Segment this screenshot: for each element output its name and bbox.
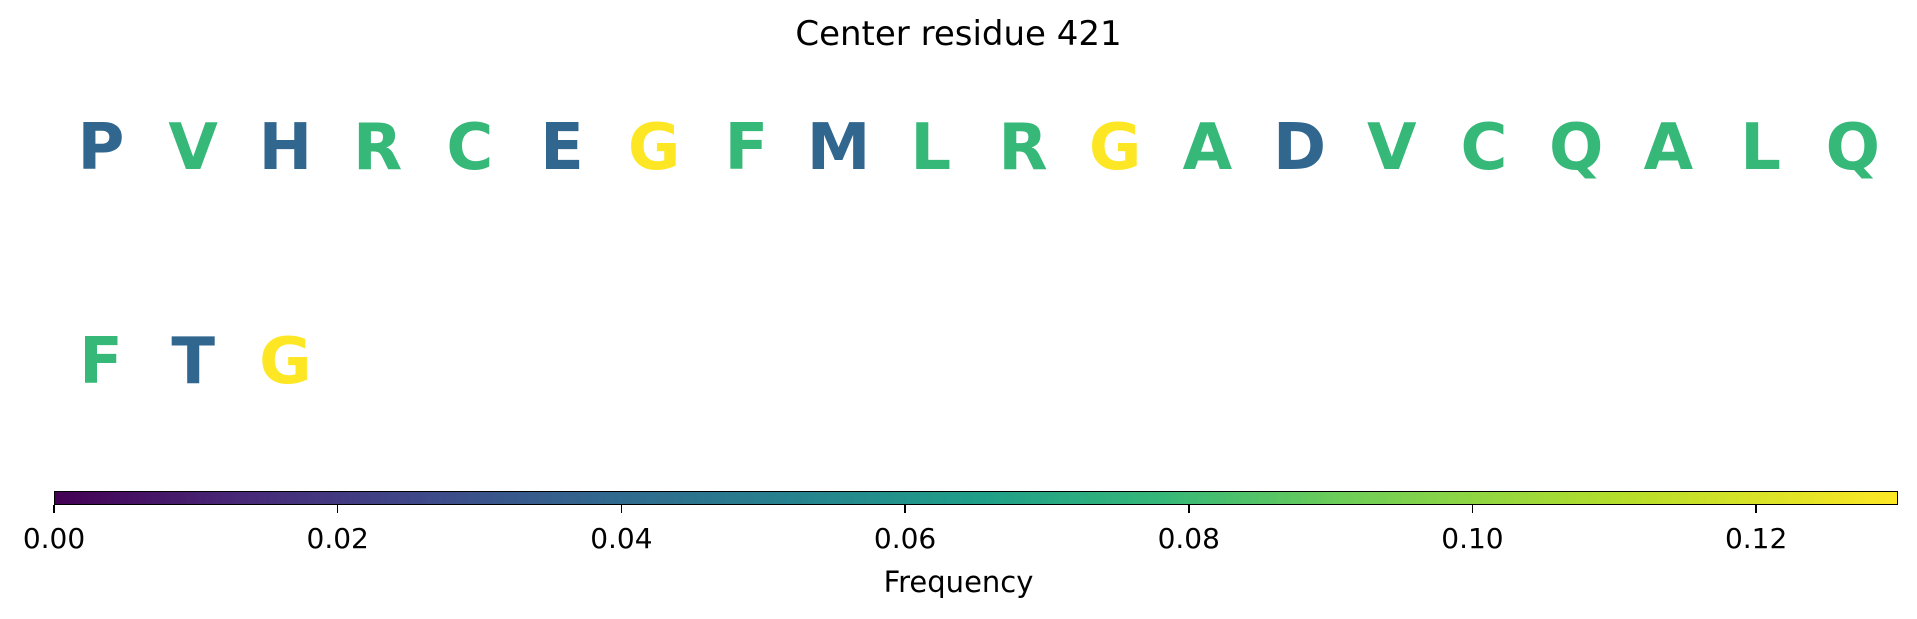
colorbar-label: Frequency [883, 565, 1034, 599]
residue-letter: L [910, 111, 952, 185]
residue-letter: L [1740, 111, 1781, 185]
colorbar-tick-label: 0.02 [306, 522, 369, 555]
residue-letter: Q [1548, 111, 1604, 185]
colorbar-tick-label: 0.08 [1157, 522, 1220, 555]
residue-letter: P [77, 111, 125, 185]
residue-letter: T [171, 325, 216, 399]
residue-letter: G [627, 111, 681, 185]
residue-letter: M [806, 111, 871, 185]
chart-title: Center residue 421 [795, 14, 1122, 54]
colorbar-tick [1188, 505, 1190, 513]
residue-letter: D [1273, 111, 1327, 185]
colorbar-tick [53, 505, 55, 513]
colorbar-tick-label: 0.00 [22, 522, 86, 555]
residue-letter: V [1367, 111, 1417, 185]
residue-letter: Q [1825, 111, 1880, 185]
colorbar-tick [904, 505, 906, 513]
colorbar-tick [620, 505, 623, 513]
colorbar [54, 491, 1898, 505]
residue-letter: G [1088, 111, 1142, 185]
residue-letter: F [724, 111, 769, 185]
colorbar-tick [1755, 505, 1757, 513]
residue-letter: R [352, 111, 403, 185]
residue-letter: A [1182, 111, 1233, 185]
colorbar-tick [336, 505, 339, 513]
residue-letter: F [79, 325, 123, 399]
residue-letter: R [998, 111, 1048, 185]
colorbar-tick-label: 0.10 [1441, 522, 1504, 555]
residue-letter: A [1643, 111, 1694, 185]
residue-letter: H [258, 111, 313, 185]
residue-letter: G [259, 325, 312, 399]
colorbar-tick [1471, 505, 1474, 513]
residue-letter: E [540, 111, 584, 185]
colorbar-tick-label: 0.06 [873, 522, 937, 555]
colorbar-tick-label: 0.04 [590, 522, 653, 555]
residue-letter: C [446, 111, 494, 185]
residue-letter: V [168, 111, 218, 185]
colorbar-tick-label: 0.12 [1724, 522, 1788, 555]
residue-letter: C [1460, 111, 1508, 185]
